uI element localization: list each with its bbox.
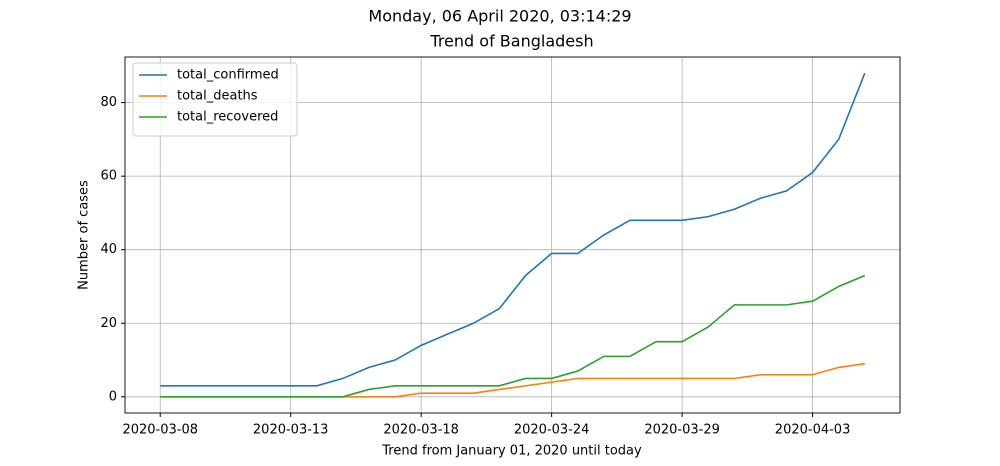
x-tick-label: 2020-03-08 <box>122 423 198 438</box>
legend-label: total_deaths <box>177 89 258 104</box>
x-tick-label: 2020-03-13 <box>253 423 329 438</box>
plot-frame <box>124 56 901 414</box>
y-tick-label: 40 <box>100 242 117 257</box>
y-tick-label: 0 <box>109 389 117 404</box>
suptitle: Monday, 06 April 2020, 03:14:29 <box>368 7 631 26</box>
y-tick-label: 80 <box>100 95 117 110</box>
x-tick-label: 2020-03-18 <box>383 423 459 438</box>
x-tick-label: 2020-03-24 <box>514 423 590 438</box>
y-tick-label: 20 <box>100 316 117 331</box>
x-tick-label: 2020-04-03 <box>775 423 851 438</box>
x-tick-label: 2020-03-29 <box>644 423 720 438</box>
y-tick-label: 60 <box>100 169 117 184</box>
y-axis-label: Number of cases <box>77 180 92 290</box>
legend-label: total_recovered <box>177 110 278 125</box>
chart-title: Trend of Bangladesh <box>429 32 593 51</box>
series-line <box>160 274 866 398</box>
series-line <box>160 72 866 387</box>
x-axis-label: Trend from January 01, 2020 until today <box>381 444 642 459</box>
legend-box <box>132 62 298 137</box>
legend-label: total_confirmed <box>177 68 279 83</box>
series-line <box>160 362 865 398</box>
